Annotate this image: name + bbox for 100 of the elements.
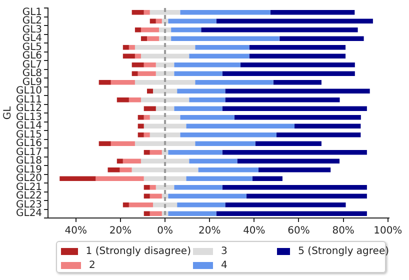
- bar: [201, 27, 358, 32]
- bar: [246, 194, 367, 199]
- bar: [138, 132, 144, 138]
- bar: [150, 184, 156, 190]
- bar: [168, 18, 216, 24]
- bar: [122, 202, 129, 208]
- bar: [150, 211, 162, 216]
- bar: [174, 62, 240, 68]
- bar: [138, 124, 144, 129]
- bar: [168, 211, 216, 216]
- bar: [146, 36, 160, 42]
- bar: [195, 141, 256, 146]
- bar: [222, 150, 367, 155]
- bar: [122, 54, 135, 59]
- bar: [144, 184, 150, 190]
- bar: [98, 80, 111, 85]
- bar: [177, 88, 226, 94]
- y-axis-title: GL: [2, 106, 14, 120]
- bar: [225, 97, 340, 102]
- bar: [216, 211, 367, 216]
- bar: [98, 141, 111, 146]
- bar: [140, 36, 147, 42]
- bar: [156, 71, 174, 76]
- bar: [171, 36, 280, 42]
- bar: [116, 158, 123, 164]
- bar: [156, 106, 174, 112]
- legend-label: 2: [89, 260, 96, 270]
- bar: [144, 114, 150, 120]
- bar: [222, 106, 367, 112]
- bar: [252, 176, 282, 182]
- bar: [134, 27, 141, 32]
- bar: [140, 54, 190, 59]
- bar: [168, 194, 246, 199]
- x-tick-label: 60%: [288, 226, 310, 237]
- bar: [195, 44, 250, 50]
- bar: [153, 202, 178, 208]
- bar: [294, 124, 361, 129]
- bar: [150, 132, 180, 138]
- bar: [144, 150, 150, 155]
- bar: [280, 36, 364, 42]
- bar: [240, 62, 355, 68]
- bar: [222, 184, 367, 190]
- bar: [110, 141, 135, 146]
- bar: [134, 44, 196, 50]
- bar: [180, 114, 234, 120]
- bar: [249, 44, 346, 50]
- bar: [138, 71, 156, 76]
- bar: [60, 176, 96, 182]
- bar: [128, 44, 135, 50]
- bar: [122, 44, 129, 50]
- bar: [150, 18, 156, 24]
- bar: [174, 71, 222, 76]
- bar: [150, 114, 180, 120]
- bar: [132, 62, 144, 68]
- bar: [189, 54, 250, 59]
- bar: [134, 80, 196, 85]
- bar: [222, 71, 355, 76]
- bar: [258, 167, 331, 172]
- x-tick-label: 20%: [109, 226, 132, 237]
- y-tick-label: GL24: [16, 208, 42, 220]
- bar: [270, 10, 355, 15]
- bar: [195, 80, 274, 85]
- bar: [225, 202, 346, 208]
- bar: [132, 71, 138, 76]
- bar: [225, 88, 370, 94]
- bar: [138, 114, 144, 120]
- x-tick-label: 20%: [198, 226, 221, 237]
- bar: [96, 176, 144, 182]
- bar: [180, 132, 276, 138]
- bar: [110, 80, 135, 85]
- bar: [174, 184, 222, 190]
- x-tick-label: 0%: [157, 226, 173, 237]
- bar: [234, 114, 361, 120]
- bar: [144, 10, 150, 15]
- legend-label: 4: [221, 260, 228, 270]
- bar: [108, 167, 120, 172]
- x-tick-label: 40%: [64, 226, 88, 237]
- bar: [255, 141, 322, 146]
- bar: [174, 106, 222, 112]
- bar: [146, 88, 154, 94]
- bar: [144, 211, 150, 216]
- bar: [122, 158, 141, 164]
- bar: [144, 132, 150, 138]
- bar: [249, 54, 346, 59]
- bar: [168, 150, 222, 155]
- bar: [132, 10, 144, 15]
- bar: [186, 176, 252, 182]
- bar: [132, 167, 198, 172]
- bar: [171, 27, 202, 32]
- bar: [156, 184, 174, 190]
- legend-label: 1 (Strongly disagree): [86, 246, 191, 256]
- bar: [237, 158, 340, 164]
- bar: [144, 176, 186, 182]
- legend-label: 3: [221, 246, 228, 256]
- bar: [128, 97, 141, 102]
- legend-label: 5 (Strongly agree): [298, 246, 389, 256]
- bar: [128, 202, 154, 208]
- bar: [216, 18, 373, 24]
- bar: [144, 194, 150, 199]
- bar: [144, 62, 156, 68]
